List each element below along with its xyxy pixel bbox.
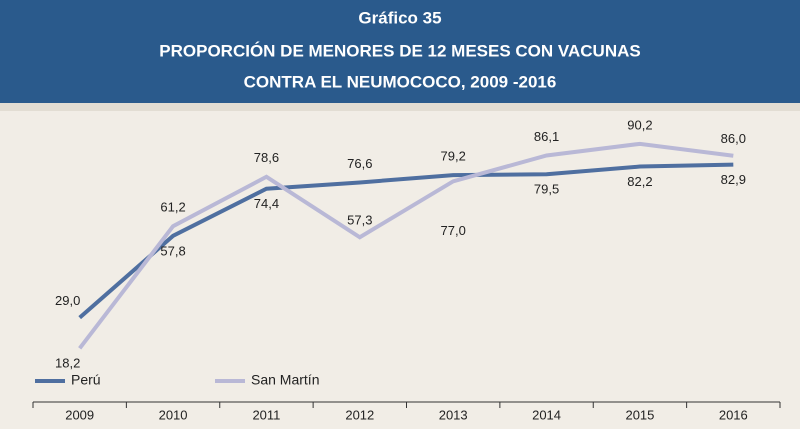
chart-title: Gráfico 35 — [358, 8, 441, 27]
data-label: 82,9 — [721, 172, 746, 187]
data-label: 18,2 — [55, 356, 80, 371]
x-tick-label: 2012 — [345, 407, 374, 422]
header-shadow — [0, 103, 800, 111]
x-tick-label: 2009 — [65, 407, 94, 422]
x-tick-label: 2015 — [625, 407, 654, 422]
legend-label: San Martín — [251, 372, 319, 388]
x-tick-label: 2011 — [252, 407, 280, 422]
data-label: 86,1 — [534, 129, 559, 144]
x-tick-label: 2014 — [532, 407, 561, 422]
data-label: 29,0 — [55, 293, 80, 308]
chart-title: PROPORCIÓN DE MENORES DE 12 MESES CON VA… — [159, 41, 640, 60]
data-label: 57,3 — [347, 213, 372, 228]
data-label: 77,0 — [441, 223, 466, 238]
data-label: 86,0 — [721, 131, 746, 146]
x-tick-label: 2010 — [159, 407, 188, 422]
legend-label: Perú — [71, 372, 101, 388]
x-tick-label: 2016 — [719, 407, 748, 422]
data-label: 76,6 — [347, 156, 372, 171]
header — [0, 0, 800, 103]
data-label: 74,4 — [254, 196, 279, 211]
chart-title: CONTRA EL NEUMOCOCO, 2009 -2016 — [244, 72, 557, 91]
data-label: 79,2 — [441, 149, 466, 164]
x-tick-label: 2013 — [439, 407, 468, 422]
data-label: 78,6 — [254, 150, 279, 165]
data-label: 57,8 — [160, 243, 185, 258]
data-label: 90,2 — [627, 117, 652, 132]
line — [78, 141, 734, 350]
line — [78, 162, 734, 320]
data-label: 82,2 — [627, 174, 652, 189]
data-label: 79,5 — [534, 182, 559, 197]
data-label: 61,2 — [160, 200, 185, 215]
